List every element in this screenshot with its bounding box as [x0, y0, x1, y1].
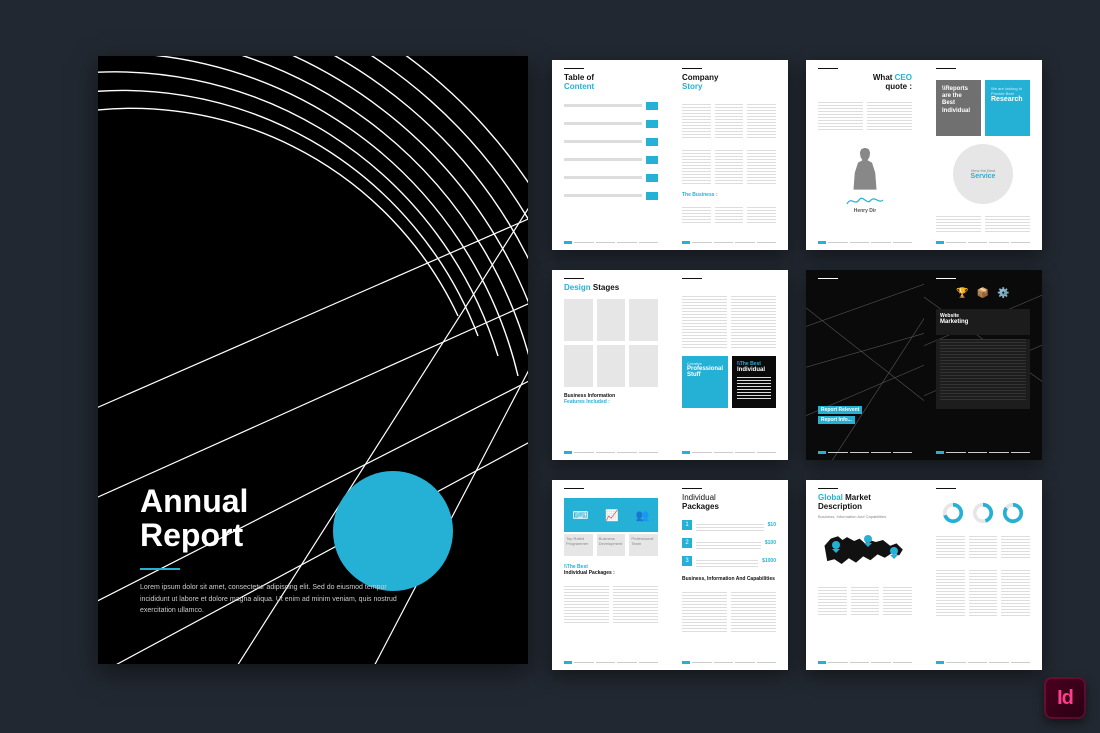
- spreads-row-1: Table of Content Company Story: [552, 60, 1042, 250]
- spread-5-right: Individual Packages 1 $10 2 $100: [670, 480, 788, 670]
- tag-2: Report Info...: [818, 416, 855, 424]
- gear-icon: ⚙️: [997, 288, 1009, 299]
- growth-icon: 📈: [605, 509, 619, 522]
- dark-lines-left: [806, 270, 924, 460]
- spread-2: What CEO quote : Henry Dir: [806, 60, 1042, 250]
- ceo-title: What CEO quote :: [818, 74, 912, 92]
- sublabel: The Business :: [682, 192, 776, 198]
- spread-3: Design Stages Business Information Featu…: [552, 270, 788, 460]
- trophy-icon: 🏆: [956, 288, 968, 299]
- cover-rule: [140, 568, 180, 570]
- cover-body: Lorem ipsum dolor sit amet, consectetur …: [140, 582, 400, 616]
- tag-1: Report Relevent: [818, 406, 862, 414]
- spread-3-left: Design Stages Business Information Featu…: [552, 270, 670, 460]
- map-pin-icon: [864, 535, 872, 543]
- donut-1: [942, 502, 964, 524]
- person-silhouette-icon: [849, 148, 881, 190]
- spread-2-right: \\Reports are the Best Individual We are…: [924, 60, 1042, 250]
- cover-title-line2: Report: [140, 517, 243, 553]
- spread-4-right: 🏆 📦 ⚙️ Website Marketing: [924, 270, 1042, 460]
- cover-page: Annual Report Lorem ipsum dolor sit amet…: [98, 56, 528, 664]
- donut-charts: [936, 502, 1030, 524]
- spread-5-left: ⌨ 📈 👥 Top Rated Programmer Business Deve…: [552, 480, 670, 670]
- stage: Annual Report Lorem ipsum dolor sit amet…: [0, 0, 1100, 733]
- spread-6-right: [924, 480, 1042, 670]
- spread-4: Report Relevent Report Info...: [806, 270, 1042, 460]
- donut-2: [972, 502, 994, 524]
- indesign-badge: Id: [1044, 677, 1086, 719]
- cover-title-line1: Annual: [140, 483, 248, 519]
- spread-1-left: Table of Content: [552, 60, 670, 250]
- global-title: Global Market Description: [818, 494, 912, 512]
- donut-3: [1002, 502, 1024, 524]
- spread-1-right: Company Story The Business :: [670, 60, 788, 250]
- indesign-badge-text: Id: [1057, 687, 1073, 710]
- company-story-title: Company Story: [682, 74, 776, 92]
- map-pin-icon: [832, 541, 840, 549]
- spread-4-left: Report Relevent Report Info...: [806, 270, 924, 460]
- spreads-row-3: ⌨ 📈 👥 Top Rated Programmer Business Deve…: [552, 480, 1042, 670]
- quote-block: \\Reports are the Best Individual: [942, 86, 975, 115]
- design-stages-title: Design Stages: [564, 284, 658, 293]
- signature-icon: [845, 194, 885, 208]
- signer-name: Henry Dir: [818, 208, 912, 214]
- map-pin-icon: [890, 547, 898, 555]
- code-icon: ⌨: [572, 509, 588, 522]
- toc-title: Table of Content: [564, 74, 658, 92]
- packages-title: Individual Packages: [682, 494, 776, 512]
- spread-6-left: Global Market Description Business, Info…: [806, 480, 924, 670]
- cover-text: Annual Report Lorem ipsum dolor sit amet…: [140, 485, 400, 616]
- spread-5: ⌨ 📈 👥 Top Rated Programmer Business Deve…: [552, 480, 788, 670]
- spread-1: Table of Content Company Story: [552, 60, 788, 250]
- box-icon: 📦: [977, 288, 989, 299]
- spread-3-right: Creative Professional Stuff \\The Best I…: [670, 270, 788, 460]
- spreads-row-2: Design Stages Business Information Featu…: [552, 270, 1042, 460]
- cover-title: Annual Report: [140, 485, 400, 552]
- spreads-grid: Table of Content Company Story: [552, 56, 1042, 677]
- team-icon: 👥: [636, 509, 650, 522]
- spread-2-left: What CEO quote : Henry Dir: [806, 60, 924, 250]
- spread-6: Global Market Description Business, Info…: [806, 480, 1042, 670]
